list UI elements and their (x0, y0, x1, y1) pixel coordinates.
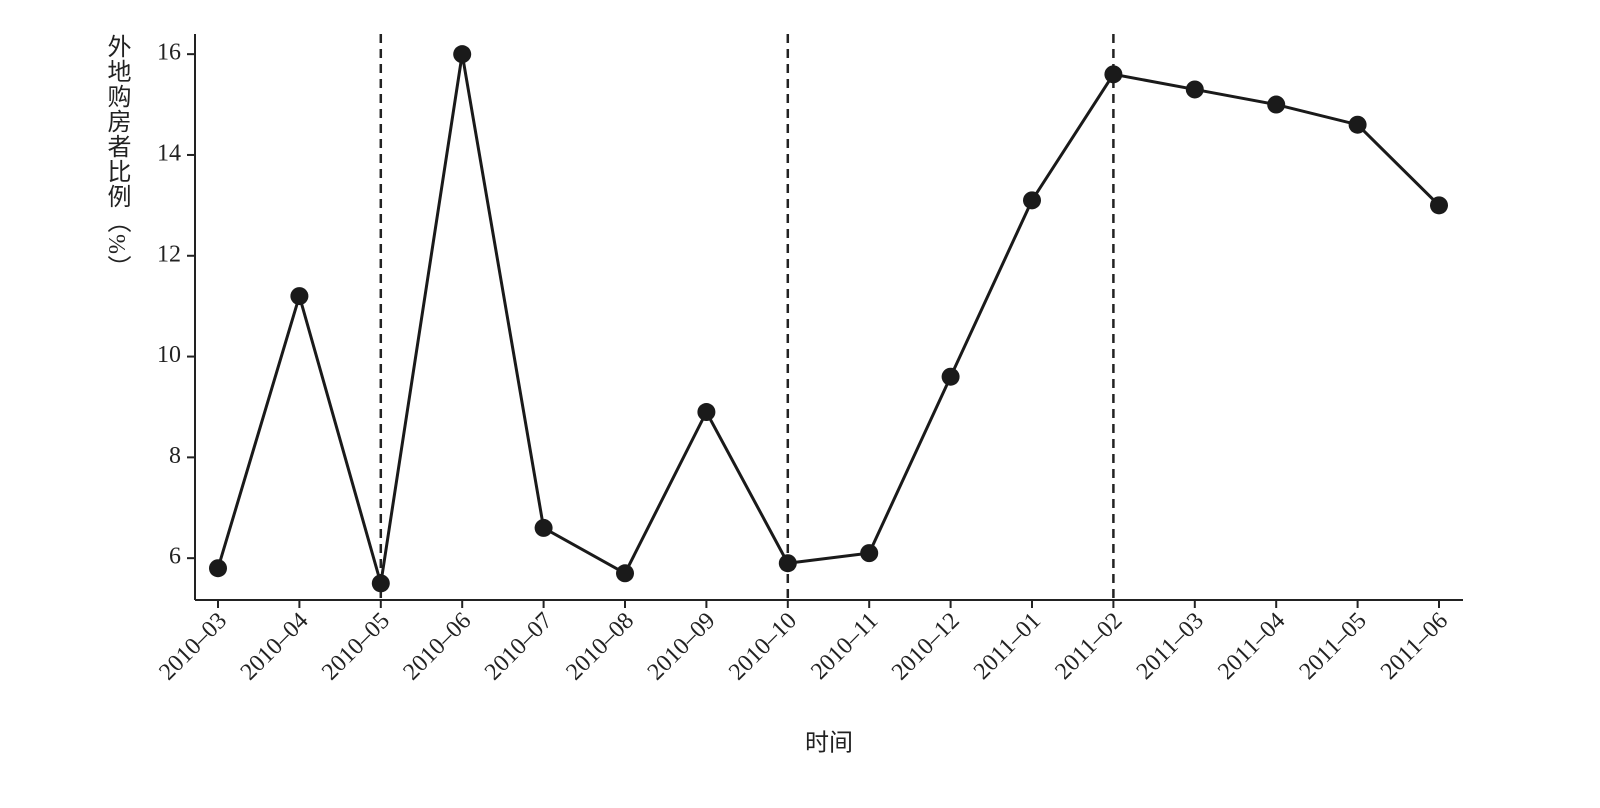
data-point (534, 518, 553, 537)
data-point (1023, 191, 1041, 210)
x-tick-label: 2010–08 (561, 608, 639, 686)
x-tick-label: 2010–11 (806, 608, 883, 685)
data-point (371, 574, 390, 593)
x-tick-label: 2010–07 (480, 608, 558, 686)
x-tick-label: 2010–12 (887, 608, 965, 686)
x-tick-label: 2010–06 (399, 608, 477, 686)
data-point (1267, 95, 1286, 114)
x-tick-label: 2010–09 (643, 608, 721, 686)
data-point (1430, 196, 1448, 215)
x-tick-label: 2011–06 (1376, 608, 1453, 685)
y-tick-label: 12 (157, 241, 181, 267)
x-axis-label: 时间 (805, 730, 853, 757)
data-point (209, 559, 227, 578)
data-point (941, 367, 960, 386)
y-axis-label: 外地购房者比例（%） (103, 34, 131, 280)
x-tick-label: 2010–03 (154, 608, 232, 686)
data-point (1348, 115, 1367, 134)
x-tick-label: 2010–04 (236, 608, 314, 686)
x-tick-label: 2011–01 (969, 608, 1046, 685)
x-tick-label: 2010–10 (724, 608, 802, 686)
data-point (778, 554, 797, 573)
data-point (860, 544, 879, 563)
y-tick-label: 6 (169, 544, 181, 570)
data-point (1185, 80, 1204, 99)
data-point (697, 403, 716, 422)
y-tick-label: 8 (169, 443, 181, 469)
data-point (453, 45, 472, 64)
data-line (216, 53, 1441, 584)
y-tick-label: 10 (157, 342, 181, 368)
x-tick-label: 2011–03 (1132, 608, 1209, 685)
data-point (290, 287, 309, 306)
x-tick-label: 2011–02 (1050, 608, 1127, 685)
x-tick-label: 2010–05 (317, 608, 395, 686)
y-tick-label: 14 (157, 140, 181, 166)
data-point (1104, 65, 1123, 84)
data-point (616, 564, 634, 583)
x-tick-label: 2011–05 (1295, 608, 1372, 685)
y-tick-label: 16 (157, 40, 181, 66)
x-tick-label: 2011–04 (1213, 608, 1290, 685)
